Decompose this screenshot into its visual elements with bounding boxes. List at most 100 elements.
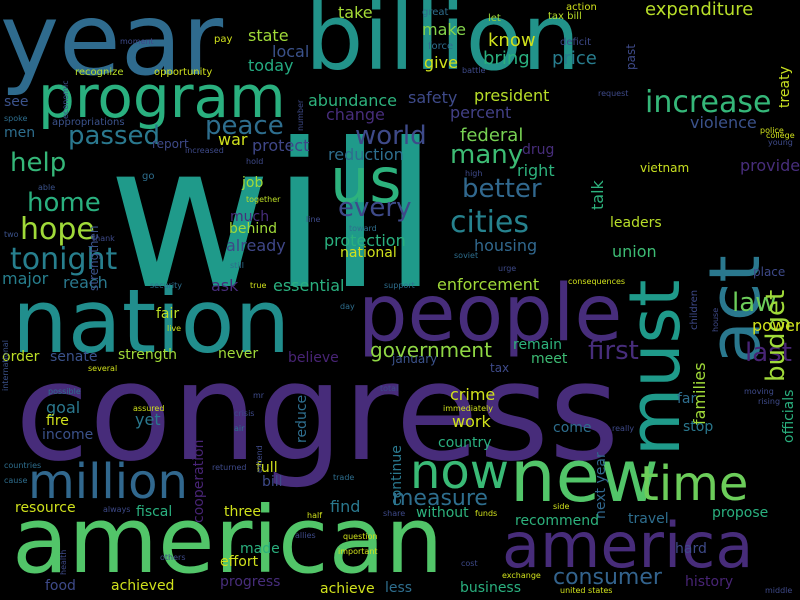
word-let: let	[488, 13, 501, 24]
word-better: better	[462, 174, 542, 204]
word-pay: pay	[214, 34, 233, 45]
word-history: history	[685, 574, 734, 590]
word-cause: cause	[4, 476, 28, 485]
word-economic: economic	[61, 80, 70, 119]
word-achieve: achieve	[320, 581, 375, 597]
word-extend: extend	[255, 445, 264, 473]
word-price: price	[552, 48, 597, 69]
word-travel: travel	[628, 511, 669, 527]
word-high: high	[465, 169, 483, 178]
word-home: home	[27, 188, 101, 218]
word-remain: remain	[513, 337, 563, 353]
word-able: able	[38, 183, 56, 192]
word-goal: goal	[46, 398, 81, 417]
word-possible: possible	[48, 387, 81, 396]
word-government: government	[370, 338, 492, 362]
word-true: true	[250, 281, 267, 290]
word-major: major	[2, 269, 49, 288]
word-appropriations: appropriations	[52, 117, 125, 128]
word-hold: hold	[246, 157, 264, 166]
word-propose: propose	[712, 505, 769, 521]
word-recognize: recognize	[75, 67, 124, 78]
word-national: national	[340, 245, 397, 261]
word-essential: essential	[273, 276, 345, 295]
word-first: first	[588, 336, 639, 366]
word-side: side	[553, 502, 570, 511]
word-full: full	[256, 460, 278, 476]
word-never: never	[218, 346, 259, 362]
word-recommend: recommend	[515, 513, 599, 529]
word-tax-bill: tax bill	[548, 11, 582, 22]
word-spoke: spoke	[4, 114, 28, 123]
word-still: still	[230, 261, 244, 270]
word-funds: funds	[475, 509, 498, 518]
word-fair: fair	[156, 306, 180, 322]
word-day: day	[340, 302, 355, 311]
word-food: food	[45, 578, 76, 594]
word-local: local	[272, 42, 310, 61]
word-world: world	[355, 121, 427, 151]
word-soviet: soviet	[454, 251, 479, 260]
word-together: together	[246, 195, 281, 204]
word-half: half	[307, 511, 323, 520]
word-share: share	[383, 509, 406, 518]
word-peace: peace	[205, 111, 284, 141]
word-federal: federal	[460, 125, 524, 146]
word-leaders: leaders	[610, 215, 662, 231]
word-change: change	[326, 105, 385, 124]
word-program: program	[38, 63, 286, 131]
word-already: already	[226, 236, 286, 255]
word-continue: continue	[389, 445, 405, 506]
word-resource: resource	[15, 500, 76, 516]
word-house: house	[711, 307, 720, 332]
word-cooperation: cooperation	[191, 439, 207, 523]
word-air: air	[234, 424, 245, 433]
word-exchange: exchange	[502, 571, 541, 580]
word-drug: drug	[522, 142, 555, 158]
word-take: take	[338, 3, 373, 22]
word-really: really	[612, 424, 635, 433]
word-urge: urge	[498, 264, 517, 273]
word-year: year	[0, 0, 224, 98]
word-question: question	[343, 532, 378, 541]
word-moment: moment	[120, 37, 154, 46]
word-power: power	[752, 316, 800, 335]
word-fire: fire	[46, 413, 69, 429]
word-union: union	[612, 242, 657, 261]
word-million: million	[28, 454, 188, 510]
word-protection: protection	[324, 231, 406, 250]
word-international: international	[1, 340, 10, 391]
word-expenditure: expenditure	[645, 0, 754, 20]
word-right: right	[517, 161, 555, 180]
word-reduction: reduction	[328, 145, 404, 164]
word-business: business	[460, 580, 522, 596]
word-number: number	[296, 99, 305, 131]
word-rising: rising	[758, 397, 781, 406]
word-far: far	[677, 391, 697, 407]
word-senate: senate	[50, 349, 98, 365]
word-nation: nation	[12, 270, 291, 373]
word-us: us	[330, 144, 402, 217]
word-hope: hope	[20, 212, 95, 247]
word-young: young	[768, 138, 793, 147]
word-provide: provide	[740, 156, 800, 175]
word-talk: talk	[588, 180, 607, 210]
word-housing: housing	[474, 236, 538, 255]
word-president: president	[474, 86, 550, 105]
word-request: request	[598, 89, 629, 98]
word-country: country	[438, 435, 492, 451]
word-great: great	[422, 7, 449, 18]
word-january: january	[392, 352, 438, 366]
word-vietnam: vietnam	[640, 161, 690, 175]
word-come: come	[553, 420, 592, 436]
word-today: today	[248, 56, 294, 75]
word-returned: returned	[212, 463, 247, 472]
word-report: report	[152, 137, 189, 151]
word-violence: violence	[690, 113, 757, 132]
word-two: two	[4, 230, 19, 239]
word-next-year: next year	[593, 452, 609, 519]
word-trade: trade	[333, 473, 355, 482]
word-important: important	[338, 547, 378, 556]
word-america: america	[502, 509, 754, 582]
word-every: every	[338, 193, 412, 223]
